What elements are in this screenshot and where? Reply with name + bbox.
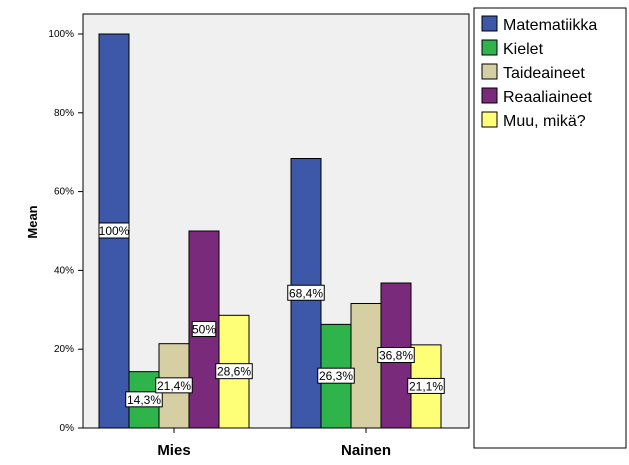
legend-label: Muu, mikä? [503, 113, 586, 130]
data-label-box [287, 284, 325, 301]
data-label: 26,3% [319, 369, 353, 383]
data-label-box [215, 363, 253, 380]
data-labels: 100% 14,3%21,4% 50% 28,6% 68,4% 26,3% 36,8% 21,… [98, 222, 445, 408]
legend-swatch [481, 15, 498, 32]
data-label: 28,6% [217, 365, 251, 379]
data-label: 14,3% [127, 393, 161, 407]
x-axis: Mies Nainen [157, 428, 391, 459]
y-tick-label: 60% [54, 187, 74, 198]
data-label: 50% [192, 323, 216, 337]
data-label-box [317, 367, 355, 384]
y-tick-label: 80% [54, 108, 74, 119]
legend: Matematiikka Kielet Taideaineet Reaaliainee… [481, 15, 597, 130]
y-tick-label: 20% [54, 344, 74, 355]
legend-swatch [481, 63, 498, 80]
data-label: 36,8% [379, 349, 413, 363]
legend-label: Matematiikka [503, 17, 597, 34]
x-category-label: Nainen [341, 442, 391, 459]
legend-swatch [481, 111, 498, 128]
data-label-box [155, 377, 193, 394]
legend-label: Taideaineet [503, 65, 585, 82]
data-label: 100% [99, 224, 130, 238]
data-label: 21,1% [409, 379, 443, 393]
y-tick-label: 100% [48, 29, 74, 40]
data-label: 21,4% [157, 379, 191, 393]
data-label: 68,4% [289, 286, 323, 300]
y-axis-title: Mean [25, 205, 40, 238]
y-tick-label: 0% [60, 423, 75, 434]
legend-frame [473, 7, 627, 449]
x-category-label: Mies [157, 442, 190, 459]
y-axis: 0% 20% 40% 60% 80% 100% [48, 29, 83, 434]
data-label-box [98, 222, 130, 239]
legend-label: Kielet [503, 41, 544, 58]
y-tick-label: 40% [54, 265, 74, 276]
legend-swatch [481, 87, 498, 104]
bar-taideaineet-nainen [350, 302, 382, 429]
data-label-box [125, 391, 163, 408]
legend-swatch [481, 39, 498, 56]
data-label-box [191, 321, 217, 337]
data-label-box [377, 347, 415, 364]
data-label-box [407, 377, 445, 394]
legend-label: Reaaliaineet [503, 89, 593, 106]
